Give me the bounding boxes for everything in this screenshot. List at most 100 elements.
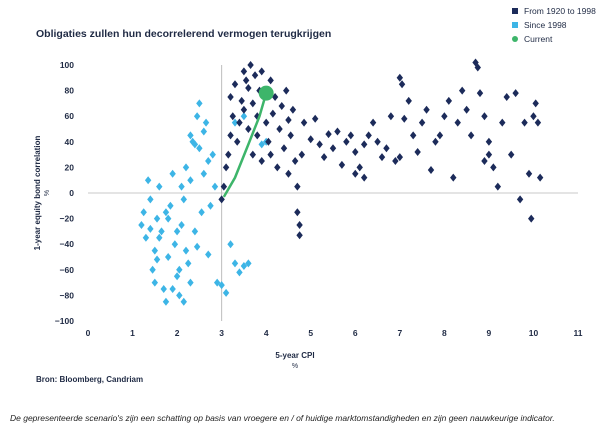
point-1920-1998 <box>267 76 274 85</box>
point-since-1998 <box>258 140 265 149</box>
point-since-1998 <box>196 144 203 153</box>
point-since-1998 <box>176 265 183 274</box>
point-since-1998 <box>178 182 185 191</box>
point-since-1998 <box>213 278 221 287</box>
point-1920-1998 <box>485 137 493 146</box>
point-1920-1998 <box>369 118 377 127</box>
point-since-1998 <box>158 227 165 236</box>
point-1920-1998 <box>474 63 481 72</box>
point-1920-1998 <box>325 130 332 139</box>
point-since-1998 <box>153 255 161 264</box>
point-1920-1998 <box>507 150 515 159</box>
current-trail <box>222 92 268 198</box>
y-tick-label: −20 <box>60 214 75 224</box>
point-1920-1998 <box>360 140 368 149</box>
point-1920-1998 <box>530 112 537 121</box>
point-1920-1998 <box>298 150 306 159</box>
point-since-1998 <box>200 127 208 136</box>
x-tick-label: 3 <box>219 328 224 338</box>
point-since-1998 <box>162 208 170 217</box>
point-1920-1998 <box>329 144 337 153</box>
marks <box>138 58 544 306</box>
point-since-1998 <box>207 201 214 210</box>
point-1920-1998 <box>432 137 439 146</box>
point-1920-1998 <box>247 61 254 69</box>
legend-item-1920: From 1920 to 1998 <box>512 4 596 18</box>
point-since-1998 <box>245 259 252 268</box>
point-since-1998 <box>169 285 176 293</box>
point-since-1998 <box>149 265 156 274</box>
point-1920-1998 <box>258 67 265 76</box>
point-1920-1998 <box>445 96 453 105</box>
point-1920-1998 <box>285 169 292 178</box>
point-since-1998 <box>156 182 163 191</box>
x-tick-label: 11 <box>574 328 583 338</box>
point-1920-1998 <box>258 157 265 165</box>
point-1920-1998 <box>291 157 299 165</box>
point-since-1998 <box>147 195 154 204</box>
legend-swatch-1998 <box>512 22 518 28</box>
point-1920-1998 <box>218 195 225 204</box>
y-tick-label: −40 <box>60 239 75 249</box>
point-1920-1998 <box>414 148 421 157</box>
point-1920-1998 <box>220 182 228 191</box>
point-since-1998 <box>160 285 167 293</box>
point-since-1998 <box>176 291 183 300</box>
point-1920-1998 <box>481 157 488 165</box>
y-axis-unit: % <box>44 190 51 196</box>
point-since-1998 <box>193 112 201 121</box>
point-1920-1998 <box>467 131 475 140</box>
point-1920-1998 <box>374 137 381 146</box>
point-since-1998 <box>209 150 216 159</box>
point-since-1998 <box>240 112 248 121</box>
y-axis-label: 1-year equity bond correlation <box>33 136 42 251</box>
point-1920-1998 <box>423 105 430 114</box>
point-1920-1998 <box>490 163 497 172</box>
point-1920-1998 <box>245 125 252 133</box>
x-tick-label: 2 <box>175 328 180 338</box>
footnote: De gepresenteerde scenario's zijn een sc… <box>10 413 555 423</box>
point-since-1998 <box>236 268 243 277</box>
point-since-1998 <box>191 140 199 149</box>
point-since-1998 <box>151 246 159 255</box>
point-1920-1998 <box>267 150 274 159</box>
point-1920-1998 <box>383 144 390 153</box>
point-1920-1998 <box>485 150 493 159</box>
point-1920-1998 <box>418 118 426 127</box>
point-1920-1998 <box>262 118 270 127</box>
legend-label-1920: From 1920 to 1998 <box>524 6 596 16</box>
point-1920-1998 <box>320 153 328 162</box>
point-1920-1998 <box>352 148 359 157</box>
point-since-1998 <box>227 240 234 249</box>
point-since-1998 <box>162 297 170 306</box>
point-1920-1998 <box>249 150 257 159</box>
point-1920-1998 <box>240 105 248 114</box>
point-since-1998 <box>144 176 152 185</box>
point-since-1998 <box>151 278 159 287</box>
point-1920-1998 <box>427 165 435 174</box>
point-1920-1998 <box>387 112 395 121</box>
point-1920-1998 <box>316 140 323 149</box>
point-1920-1998 <box>458 86 466 95</box>
point-since-1998 <box>187 176 194 185</box>
point-1920-1998 <box>463 105 470 114</box>
point-since-1998 <box>187 278 194 287</box>
chart-panel: Obligaties zullen hun decorrelerend verm… <box>33 4 596 384</box>
y-tick-label: −100 <box>55 316 74 326</box>
point-1920-1998 <box>503 93 510 101</box>
point-since-1998 <box>240 261 248 270</box>
legend-swatch-current <box>512 36 518 42</box>
point-1920-1998 <box>276 125 283 133</box>
point-1920-1998 <box>476 89 484 98</box>
x-tick-label: 10 <box>529 328 539 338</box>
point-1920-1998 <box>536 173 544 182</box>
point-1920-1998 <box>378 153 386 162</box>
point-1920-1998 <box>238 96 245 105</box>
point-1920-1998 <box>311 114 319 123</box>
point-1920-1998 <box>294 182 301 191</box>
legend-swatch-1920 <box>512 8 518 14</box>
legend-item-current: Current <box>512 32 596 46</box>
point-1920-1998 <box>516 195 524 204</box>
point-since-1998 <box>156 233 163 242</box>
point-1920-1998 <box>338 160 346 169</box>
